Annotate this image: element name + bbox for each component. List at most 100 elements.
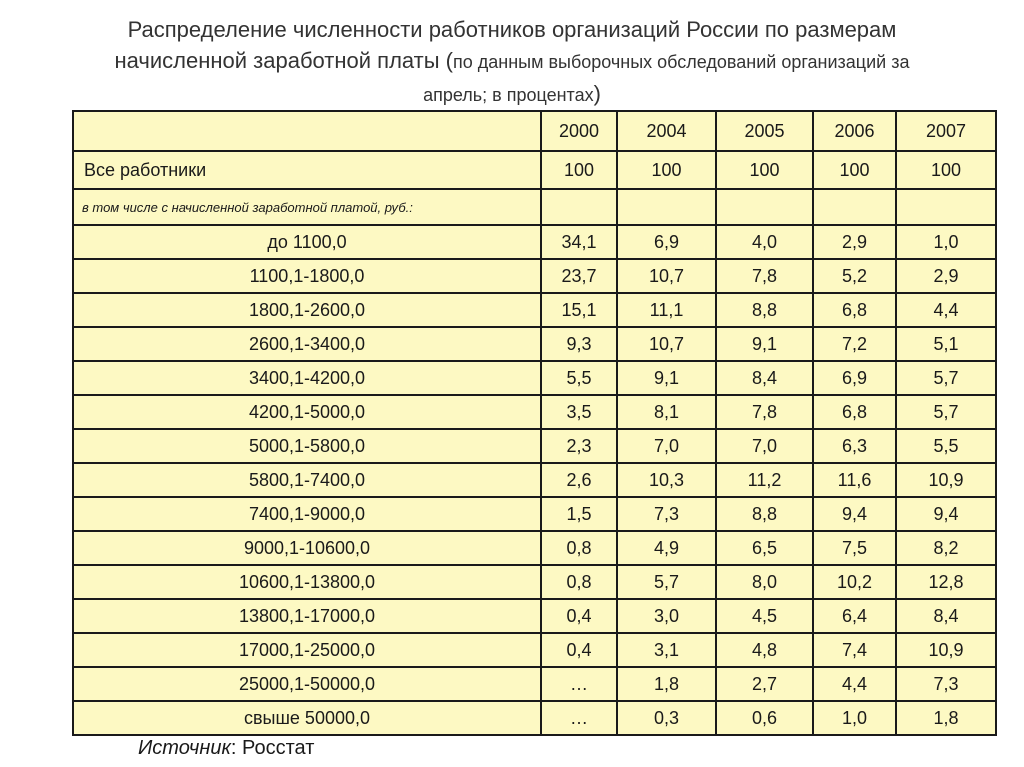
percent-cell: 10,7 bbox=[616, 326, 717, 362]
table-row: 2600,1-3400,0 9,3 10,7 9,1 7,2 5,1 bbox=[72, 326, 997, 362]
percent-cell: 8,1 bbox=[616, 394, 717, 430]
percent-cell: 9,4 bbox=[895, 496, 997, 532]
percent-cell: 8,2 bbox=[895, 530, 997, 566]
title-line-3: апрель; в процентах) bbox=[40, 78, 984, 111]
title-line-3-note: апрель; в процентах bbox=[423, 85, 594, 105]
title-line-2-main: начисленной заработной платы ( bbox=[114, 48, 454, 73]
percent-cell: 4,5 bbox=[715, 598, 814, 634]
percent-cell: 6,8 bbox=[812, 394, 897, 430]
title-line-2: начисленной заработной платы (по данным … bbox=[40, 45, 984, 78]
table-row: 25000,1-50000,0… 1,8 2,7 4,4 7,3 bbox=[72, 666, 997, 702]
percent-cell: 9,1 bbox=[616, 360, 717, 396]
table-row: 17000,1-25000,0 0,4 3,1 4,8 7,4 10,9 bbox=[72, 632, 997, 668]
year-header-cell: 2006 bbox=[812, 110, 897, 152]
percent-cell: 0,8 bbox=[540, 564, 618, 600]
table-row: 5800,1-7400,0 2,6 10,3 11,2 11,6 10,9 bbox=[72, 462, 997, 498]
percent-cell: 7,5 bbox=[812, 530, 897, 566]
percent-cell: 4,9 bbox=[616, 530, 717, 566]
wage-range-label: 5800,1-7400,0 bbox=[72, 462, 542, 498]
percent-cell: 5,2 bbox=[812, 258, 897, 294]
total-value-cell: 100 bbox=[812, 150, 897, 190]
wage-range-label: 9000,1-10600,0 bbox=[72, 530, 542, 566]
percent-cell: 8,8 bbox=[715, 496, 814, 532]
percent-cell: 9,3 bbox=[540, 326, 618, 362]
wage-range-label: до 1100,0 bbox=[72, 224, 542, 260]
source-label: Источник bbox=[138, 737, 231, 759]
percent-cell: 8,4 bbox=[715, 360, 814, 396]
title-line-2-note: по данным выборочных обследований органи… bbox=[453, 52, 910, 72]
table-row: 9000,1-10600,0 0,8 4,9 6,5 7,5 8,2 bbox=[72, 530, 997, 566]
header-row: 2000 2004 2005 2006 2007 bbox=[72, 110, 997, 152]
percent-cell: 4,0 bbox=[715, 224, 814, 260]
wage-range-label: 2600,1-3400,0 bbox=[72, 326, 542, 362]
total-value-cell: 100 bbox=[715, 150, 814, 190]
percent-cell: 6,8 bbox=[812, 292, 897, 328]
wage-range-label: 3400,1-4200,0 bbox=[72, 360, 542, 396]
percent-cell: 2,7 bbox=[715, 666, 814, 702]
wage-range-label: 25000,1-50000,0 bbox=[72, 666, 542, 702]
percent-cell: 10,3 bbox=[616, 462, 717, 498]
subheader-empty-cell bbox=[812, 188, 897, 226]
source-separator: : bbox=[230, 737, 243, 759]
percent-cell: 5,5 bbox=[895, 428, 997, 464]
percent-cell: 5,1 bbox=[895, 326, 997, 362]
table-row: 4200,1-5000,0 3,5 8,1 7,8 6,8 5,7 bbox=[72, 394, 997, 430]
wage-range-label: 4200,1-5000,0 bbox=[72, 394, 542, 430]
subheader-empty-cell bbox=[616, 188, 717, 226]
percent-cell: 0,4 bbox=[540, 598, 618, 634]
table-row: 7400,1-9000,0 1,5 7,3 8,8 9,4 9,4 bbox=[72, 496, 997, 532]
page-title: Распределение численности работников орг… bbox=[40, 14, 984, 111]
percent-cell: 7,8 bbox=[715, 394, 814, 430]
percent-cell: 10,9 bbox=[895, 632, 997, 668]
wage-range-label: 5000,1-5800,0 bbox=[72, 428, 542, 464]
percent-cell: 3,1 bbox=[616, 632, 717, 668]
percent-cell: 2,9 bbox=[895, 258, 997, 294]
subheader-row: в том числе с начисленной заработной пла… bbox=[72, 188, 997, 226]
percent-cell: 8,4 bbox=[895, 598, 997, 634]
percent-cell: 10,7 bbox=[616, 258, 717, 294]
table-row: 5000,1-5800,0 2,3 7,0 7,0 6,3 5,5 bbox=[72, 428, 997, 464]
percent-cell: 15,1 bbox=[540, 292, 618, 328]
subheader-label: в том числе с начисленной заработной пла… bbox=[72, 188, 542, 226]
percent-cell: 12,8 bbox=[895, 564, 997, 600]
subheader-empty-cell bbox=[540, 188, 618, 226]
percent-cell: 5,7 bbox=[895, 394, 997, 430]
percent-cell: 9,1 bbox=[715, 326, 814, 362]
percent-cell: 4,4 bbox=[812, 666, 897, 702]
table-row: свыше 50000,0… 0,3 0,6 1,0 1,8 bbox=[72, 700, 997, 736]
table-row: 10600,1-13800,0 0,8 5,7 8,0 10,2 12,8 bbox=[72, 564, 997, 600]
total-value-cell: 100 bbox=[540, 150, 618, 190]
table-row: 1800,1-2600,0 15,1 11,1 8,8 6,8 4,4 bbox=[72, 292, 997, 328]
percent-cell: 0,8 bbox=[540, 530, 618, 566]
percent-cell: 5,5 bbox=[540, 360, 618, 396]
percent-cell: 6,9 bbox=[616, 224, 717, 260]
wage-distribution-table: 2000 2004 2005 2006 2007 Все работники 100 100 1… bbox=[72, 110, 997, 736]
percent-cell: 11,2 bbox=[715, 462, 814, 498]
percent-cell: 6,5 bbox=[715, 530, 814, 566]
percent-cell: 10,2 bbox=[812, 564, 897, 600]
total-value-cell: 100 bbox=[895, 150, 997, 190]
percent-cell: 23,7 bbox=[540, 258, 618, 294]
percent-cell: 1,0 bbox=[895, 224, 997, 260]
percent-cell: 7,0 bbox=[715, 428, 814, 464]
wage-range-label: 17000,1-25000,0 bbox=[72, 632, 542, 668]
percent-cell: 7,2 bbox=[812, 326, 897, 362]
wage-range-label: 7400,1-9000,0 bbox=[72, 496, 542, 532]
percent-cell: 0,6 bbox=[715, 700, 814, 736]
wage-range-label: 13800,1-17000,0 bbox=[72, 598, 542, 634]
table-row: 3400,1-4200,0 5,5 9,1 8,4 6,9 5,7 bbox=[72, 360, 997, 396]
percent-cell: 2,9 bbox=[812, 224, 897, 260]
table-row: 13800,1-17000,0 0,4 3,0 4,5 6,4 8,4 bbox=[72, 598, 997, 634]
percent-cell: 4,8 bbox=[715, 632, 814, 668]
percent-cell: 8,0 bbox=[715, 564, 814, 600]
total-row: Все работники 100 100 100 100 100 bbox=[72, 150, 997, 190]
percent-cell: 6,9 bbox=[812, 360, 897, 396]
subheader-empty-cell bbox=[715, 188, 814, 226]
source-note: Источник: Росстат bbox=[138, 737, 314, 760]
percent-cell: 7,3 bbox=[616, 496, 717, 532]
subheader-empty-cell bbox=[895, 188, 997, 226]
source-value: Росстат bbox=[242, 737, 315, 759]
percent-cell: 1,5 bbox=[540, 496, 618, 532]
percent-cell: … bbox=[540, 700, 618, 736]
percent-cell: 7,3 bbox=[895, 666, 997, 702]
